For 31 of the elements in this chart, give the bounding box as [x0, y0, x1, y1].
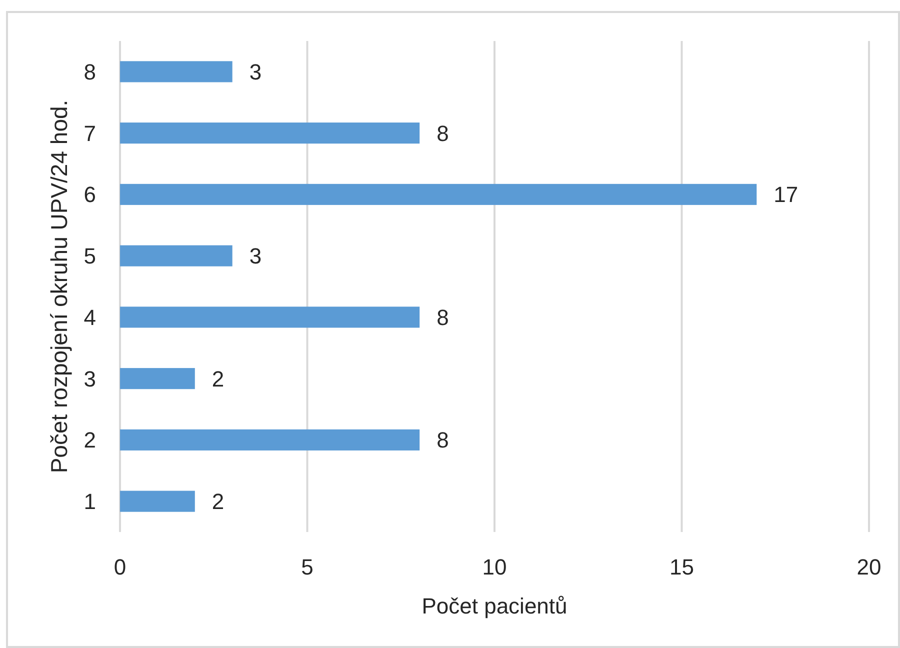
data-label: 17	[774, 182, 798, 208]
data-label: 8	[436, 120, 449, 146]
y-axis-title: Počet rozpojení okruhu UPV/24 hod.	[46, 100, 72, 474]
y-tick-label: 7	[84, 120, 96, 146]
data-label: 3	[249, 59, 262, 84]
x-axis-title: Počet pacientů	[422, 594, 568, 619]
y-tick-label: 8	[84, 59, 96, 84]
data-label: 8	[436, 304, 449, 330]
data-label: 8	[436, 428, 449, 453]
bar	[120, 306, 420, 328]
bar	[120, 245, 232, 266]
bar	[120, 368, 195, 390]
data-label: 2	[212, 366, 224, 392]
bar	[120, 184, 757, 205]
x-tick-label: 20	[856, 554, 882, 580]
data-label: 2	[212, 489, 224, 514]
y-tick-label: 6	[84, 182, 96, 208]
y-tick-label: 4	[84, 304, 96, 330]
x-tick-label: 10	[482, 554, 507, 580]
data-label: 3	[249, 244, 262, 269]
bar	[120, 61, 232, 82]
y-tick-label: 2	[84, 428, 96, 453]
x-tick-label: 15	[670, 554, 694, 580]
bar	[120, 429, 420, 450]
x-tick-label: 0	[114, 554, 126, 580]
y-tick-label: 5	[84, 244, 96, 269]
x-tick-label: 5	[301, 554, 314, 580]
bar	[120, 122, 420, 144]
y-tick-label: 3	[84, 366, 96, 392]
bar	[120, 490, 195, 512]
y-tick-label: 1	[84, 489, 96, 514]
